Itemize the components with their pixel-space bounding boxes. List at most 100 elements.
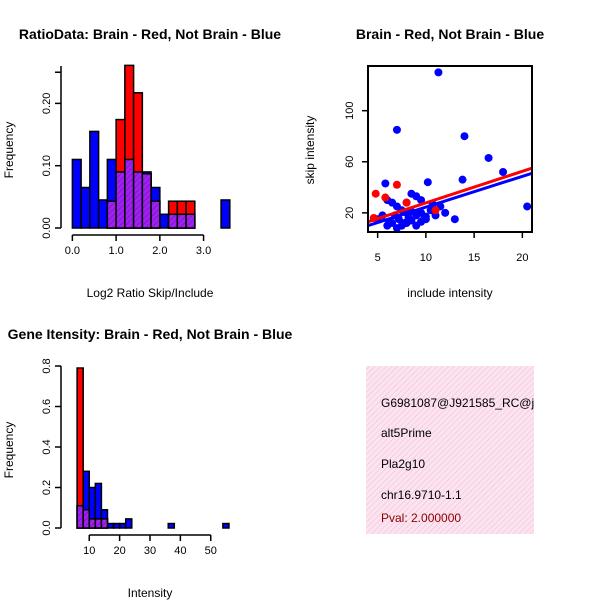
- scatter-point-not-brain: [392, 125, 401, 134]
- scatter-point-not-brain: [419, 215, 428, 224]
- scatter-y-tick-label: 20: [344, 207, 356, 219]
- intensity-bar-not-brain: [222, 522, 230, 529]
- intensity-bar-not-brain: [124, 518, 133, 529]
- ratio-bar-overlap: [115, 171, 126, 229]
- scatter-point-brain: [381, 193, 390, 202]
- intensity-bar-not-brain: [106, 522, 115, 529]
- scatter-data-layer: [368, 68, 532, 232]
- fit-line-not-brain: [368, 171, 532, 228]
- intensity-bar-brain: [76, 367, 84, 529]
- gene-symbol: Pla2g10: [381, 457, 425, 471]
- scatter-x-tick-label: 15: [468, 252, 480, 264]
- intensity-scatter: 5 10 15 20 20 60 100 Brain - Red, Not Brain - …: [303, 26, 544, 300]
- scatter-point-not-brain: [441, 208, 450, 217]
- intensity-y-tick-label: 0.8: [41, 358, 53, 373]
- scatter-point-not-brain: [499, 167, 508, 176]
- intensity-bar-overlap: [100, 518, 109, 529]
- scatter-point-not-brain: [484, 153, 493, 162]
- ratio-y-tick-label: 0.00: [41, 217, 53, 238]
- scatter-point-not-brain: [434, 68, 443, 77]
- ratio-x-tick-label: 1.0: [108, 245, 123, 257]
- scatter-point-not-brain: [400, 219, 409, 228]
- ratio-histogram-xlabel: Log2 Ratio Skip/Include: [87, 286, 214, 300]
- info-panel-clip: G6981087@J921585_RC@j_at: [381, 396, 551, 410]
- ratio-bar-not-brain: [97, 199, 109, 229]
- intensity-bar-not-brain: [112, 522, 121, 529]
- intensity-bar-not-brain: [118, 522, 127, 529]
- ratio-bar-not-brain: [80, 186, 91, 229]
- scatter-frame: [367, 65, 533, 233]
- scatter-point-not-brain: [458, 175, 467, 184]
- genomic-location: chr16.9710-1.1: [381, 488, 462, 502]
- ratio-bar-overlap: [141, 173, 152, 229]
- scatter-point-brain: [371, 189, 380, 198]
- scatter-xlabel: include intensity: [407, 286, 492, 300]
- gene-intensity-histogram: 10 20 30 40 50 0.0 0.2 0.4 0.6 0.8 Gene Itensity:…: [2, 326, 293, 600]
- intensity-bar-not-brain: [167, 522, 176, 529]
- intensity-bar-overlap: [82, 509, 91, 529]
- scatter-point-brain: [431, 206, 440, 215]
- ratio-bar-not-brain: [71, 158, 82, 229]
- ratio-histogram-bars: [71, 64, 231, 229]
- scatter-point-not-brain: [460, 132, 469, 141]
- intensity-x-tick-label: 50: [205, 545, 217, 557]
- gene-intensity-histogram-axes: 10 20 30 40 50 0.0 0.2 0.4 0.6 0.8: [41, 358, 217, 557]
- ratio-bar-not-brain: [89, 130, 100, 229]
- scatter-x-tick-label: 20: [516, 252, 528, 264]
- event-type: alt5Prime: [381, 426, 432, 440]
- intensity-x-tick-label: 40: [174, 545, 186, 557]
- ratio-bar-overlap: [106, 200, 117, 229]
- gene-intensity-histogram-ylabel: Frequency: [2, 422, 16, 479]
- gene-intensity-histogram-xlabel: Intensity: [128, 586, 173, 600]
- gene-intensity-histogram-title: Gene Itensity: Brain - Red, Not Brain - …: [8, 326, 293, 342]
- scatter-point-brain: [402, 198, 411, 207]
- scatter-x-tick-label: 5: [375, 252, 381, 264]
- scatter-x-tick-label: 10: [420, 252, 432, 264]
- ratio-bar-overlap: [124, 158, 135, 229]
- ratio-bar-overlap: [150, 200, 161, 229]
- ratio-bar-not-brain: [159, 213, 170, 229]
- intensity-y-tick-label: 0.2: [41, 480, 53, 495]
- intensity-bar-overlap: [76, 504, 84, 529]
- intensity-y-tick-label: 0.0: [41, 520, 53, 535]
- info-panel-background: [366, 366, 534, 534]
- ratio-bar-not-brain: [220, 199, 231, 229]
- ratio-histogram-axes: 0.0 1.0 2.0 3.0 0.00 0.10 0.20: [41, 66, 211, 257]
- ratio-y-tick-label: 0.10: [41, 155, 53, 176]
- intensity-x-tick-label: 10: [83, 545, 95, 557]
- gene-intensity-histogram-bars: [76, 367, 230, 529]
- ratio-bar-overlap: [176, 213, 187, 229]
- ratio-bar-overlap: [185, 213, 196, 229]
- scatter-ylabel: skip intensity: [303, 116, 317, 185]
- intensity-y-tick-label: 0.6: [41, 399, 53, 414]
- scatter-plot-area: 5 10 15 20 20 60 100: [344, 65, 533, 264]
- scatter-point-brain: [392, 180, 401, 189]
- probe-id: G6981087@J921585_RC@j_at: [381, 396, 551, 410]
- scatter-point-not-brain: [381, 179, 390, 188]
- ratio-histogram-ylabel: Frequency: [2, 122, 16, 179]
- ratio-histogram-title: RatioData: Brain - Red, Not Brain - Blue: [19, 26, 281, 42]
- intensity-x-tick-label: 30: [144, 545, 156, 557]
- intensity-bar-overlap: [88, 518, 97, 529]
- p-value: Pval: 2.000000: [381, 511, 461, 525]
- ratio-y-tick-label: 0.20: [41, 93, 53, 114]
- info-panel: G6981087@J921585_RC@j_at alt5Prime Pla2g…: [366, 366, 551, 534]
- scatter-point-not-brain: [417, 196, 426, 205]
- fit-line-brain: [368, 166, 532, 224]
- intensity-bar-overlap: [94, 518, 103, 529]
- scatter-point-not-brain: [423, 178, 432, 187]
- scatter-point-not-brain: [523, 202, 532, 211]
- intensity-x-tick-label: 20: [114, 545, 126, 557]
- ratio-x-tick-label: 0.0: [65, 245, 80, 257]
- intensity-y-tick-label: 0.4: [41, 439, 53, 454]
- scatter-y-tick-label: 60: [344, 156, 356, 168]
- ratio-histogram: 0.0 1.0 2.0 3.0 0.00 0.10 0.20 RatioData: Brai…: [2, 26, 281, 300]
- ratio-bar-overlap: [132, 171, 144, 229]
- ratio-bar-overlap: [167, 213, 179, 229]
- scatter-title: Brain - Red, Not Brain - Blue: [356, 26, 544, 42]
- scatter-point-not-brain: [450, 215, 459, 224]
- ratio-x-tick-label: 3.0: [196, 245, 211, 257]
- ratio-x-tick-label: 2.0: [152, 245, 167, 257]
- scatter-y-tick-label: 100: [344, 102, 356, 120]
